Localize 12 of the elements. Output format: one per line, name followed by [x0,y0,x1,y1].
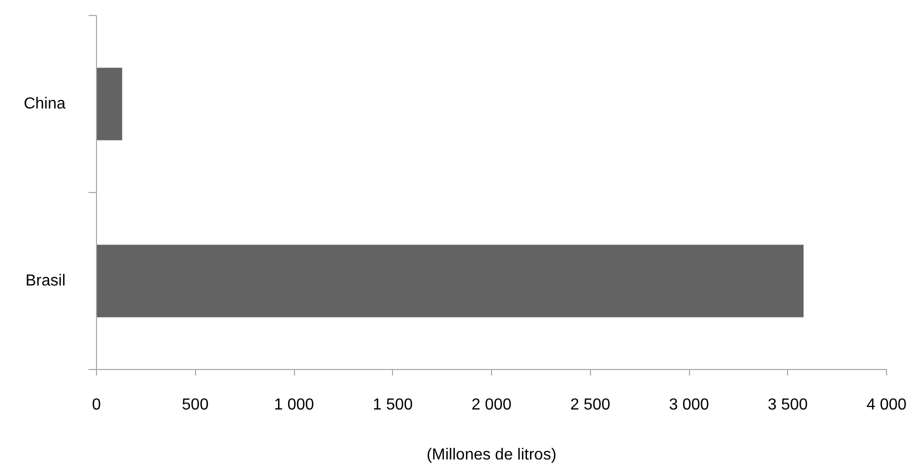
x-tick-label: 1 500 [372,396,413,414]
x-tick-label: 2 000 [471,396,512,414]
x-tick-label: 3 000 [668,396,710,414]
y-tick-label: Brasil [25,272,66,290]
x-tick-label: 0 [92,396,102,414]
x-axis-title: (Millones de litros) [426,446,556,464]
x-tick-label: 3 500 [768,396,808,414]
x-tick-label: 1 000 [274,396,314,414]
x-tick-label: 2 500 [570,396,610,414]
x-tick-label: 4 000 [866,396,907,414]
y-tick-label: China [24,96,66,112]
x-tick-label: 500 [182,396,209,414]
